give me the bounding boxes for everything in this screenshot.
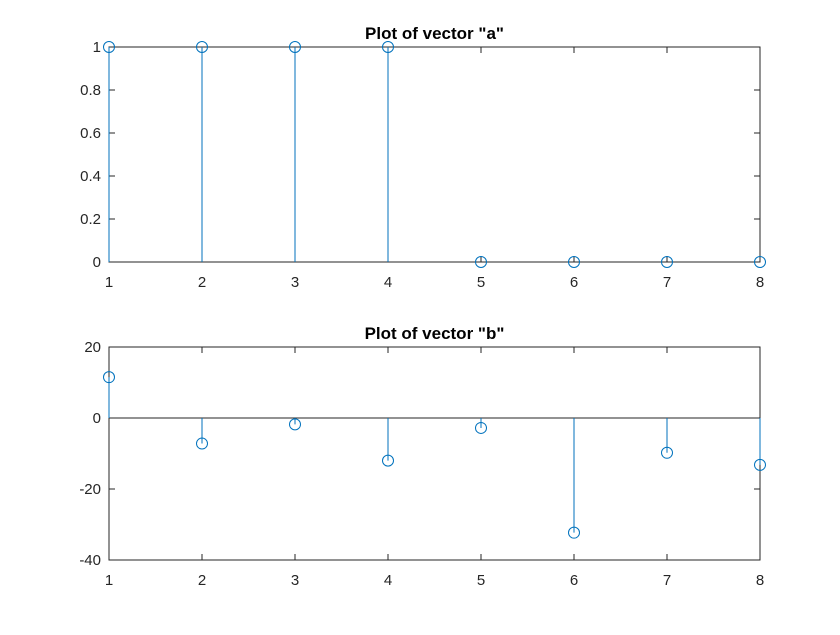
x-tick-label: 6 (570, 274, 578, 291)
x-tick-label: 7 (663, 274, 671, 291)
y-tick-label: 0 (93, 254, 101, 271)
stem-marker (661, 446, 673, 459)
x-tick-label: 1 (105, 274, 113, 291)
x-tick-label: 1 (105, 572, 113, 589)
plot-title: Plot of vector "a" (365, 24, 504, 43)
x-tick-label: 4 (384, 274, 392, 291)
stem-marker (103, 371, 115, 384)
stem-marker (661, 256, 673, 268)
stem-marker (475, 256, 487, 268)
x-tick-label: 2 (198, 572, 206, 589)
y-tick-label: 0.2 (80, 211, 101, 228)
stem-marker (196, 41, 208, 53)
y-tick-label: 1 (93, 39, 101, 56)
y-tick-label: -40 (79, 552, 101, 569)
x-tick-label: 5 (477, 274, 485, 291)
stem-marker (568, 526, 580, 539)
x-tick-label: 7 (663, 572, 671, 589)
y-tick-label: 0.8 (80, 82, 101, 99)
axes-frame (108, 346, 761, 561)
y-tick-label: 0.6 (80, 125, 101, 142)
y-tick-label: 20 (84, 339, 101, 356)
x-tick-label: 3 (291, 274, 299, 291)
stem-marker (103, 41, 115, 53)
stem-marker (382, 41, 394, 53)
y-tick-label: -20 (79, 481, 101, 498)
subplot-2: 1 2 3 4 5 6 7 8 -40 -20 0 20 Plot of vector "b" (79, 324, 766, 589)
stem-marker (475, 421, 487, 434)
stem-marker (289, 418, 301, 431)
x-tick-label: 3 (291, 572, 299, 589)
x-tick-label: 8 (756, 572, 764, 589)
x-tick-label: 4 (384, 572, 392, 589)
y-tick-label: 0 (93, 410, 101, 427)
stem-marker (382, 454, 394, 467)
x-tick-label: 8 (756, 274, 764, 291)
stem-marker (289, 41, 301, 53)
x-tick-label: 2 (198, 274, 206, 291)
plot-title: Plot of vector "b" (365, 324, 505, 343)
x-tick-label: 5 (477, 572, 485, 589)
stem-marker (754, 458, 766, 471)
x-tick-label: 6 (570, 572, 578, 589)
stem-marker (754, 256, 766, 268)
y-tick-label: 0.4 (80, 168, 101, 185)
axes-frame (108, 46, 761, 263)
stem-marker (196, 437, 208, 450)
subplot-1: 1 2 3 4 5 6 7 8 0 0.2 0.4 0.6 0.8 1 Plot of vector "a" (80, 24, 766, 291)
stem-marker (568, 256, 580, 268)
